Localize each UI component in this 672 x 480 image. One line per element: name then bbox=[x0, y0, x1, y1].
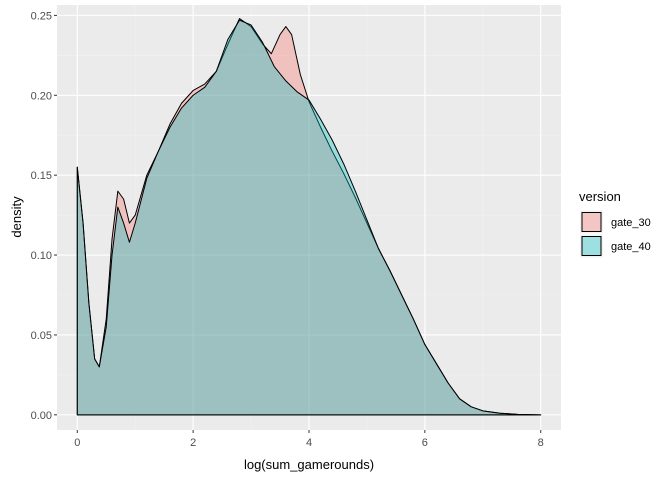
y-axis: 0.00 0.05 0.10 0.15 0.20 0.25 bbox=[31, 10, 57, 422]
legend: version gate_30 gate_40 bbox=[579, 189, 651, 258]
x-tick-label: 2 bbox=[190, 437, 196, 449]
y-tick-label: 0.15 bbox=[31, 170, 52, 182]
legend-key-background bbox=[580, 210, 603, 234]
y-tick-label: 0.00 bbox=[31, 410, 52, 422]
x-axis-title: log(sum_gamerounds) bbox=[244, 457, 374, 472]
legend-title: version bbox=[579, 189, 621, 204]
legend-key-background bbox=[580, 234, 603, 258]
y-tick-label: 0.05 bbox=[31, 330, 52, 342]
x-tick-label: 4 bbox=[306, 437, 312, 449]
legend-key-gate_30 bbox=[581, 212, 602, 232]
y-axis-title: density bbox=[9, 196, 24, 238]
x-tick-label: 6 bbox=[422, 437, 428, 449]
density-series-layer bbox=[76, 18, 542, 416]
legend-label-gate_40: gate_40 bbox=[611, 241, 651, 253]
x-tick-label: 8 bbox=[538, 437, 544, 449]
y-tick-label: 0.10 bbox=[31, 250, 52, 262]
density-area-gate_40 bbox=[76, 19, 542, 416]
x-tick-label: 0 bbox=[74, 437, 80, 449]
legend-key-gate_40 bbox=[581, 236, 602, 256]
x-axis: 0 2 4 6 8 bbox=[74, 430, 544, 449]
y-tick-label: 0.25 bbox=[31, 10, 52, 22]
y-tick-label: 0.20 bbox=[31, 90, 52, 102]
legend-label-gate_30: gate_30 bbox=[611, 217, 651, 229]
